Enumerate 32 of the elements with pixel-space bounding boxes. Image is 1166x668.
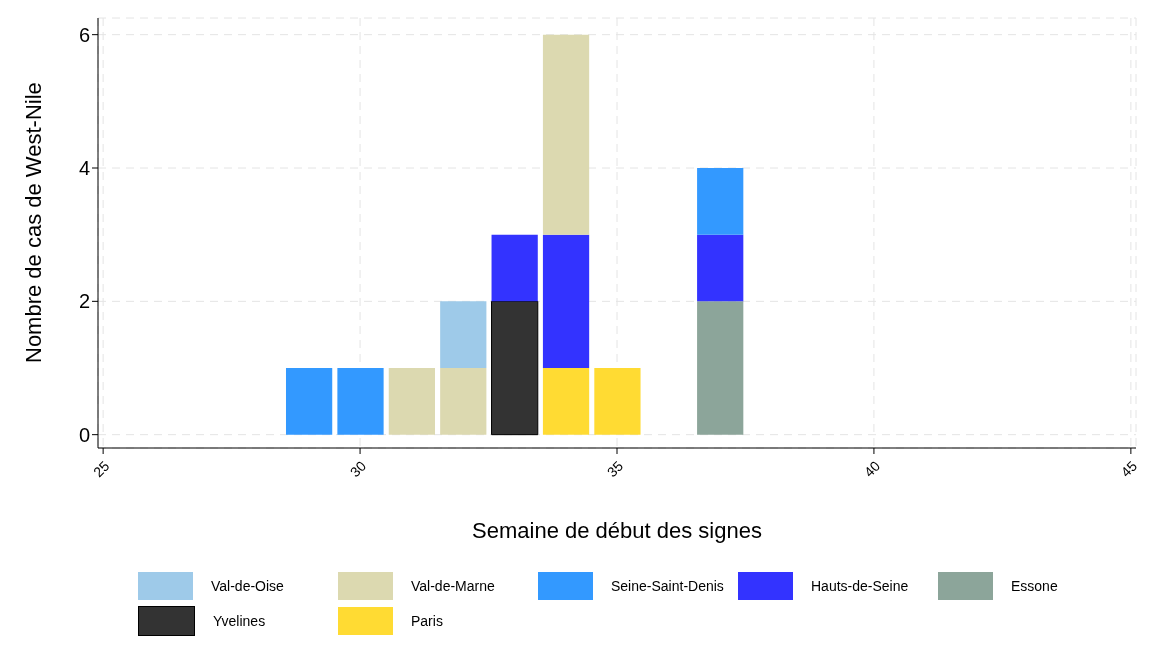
bar <box>697 301 744 435</box>
bar <box>697 168 744 235</box>
x-tick-label: 25 <box>89 457 113 481</box>
y-tick-label: 2 <box>78 290 90 313</box>
y-tick-label: 0 <box>78 423 90 446</box>
bar <box>388 368 436 435</box>
bar <box>491 300 539 436</box>
legend-label: Hauts-de-Seine <box>811 578 909 594</box>
bar <box>285 368 333 435</box>
legend-label: Paris <box>411 613 443 629</box>
bar <box>440 368 487 435</box>
legend-label: Val-de-Marne <box>411 578 495 594</box>
x-axis-title: Semaine de début des signes <box>472 518 762 543</box>
bar <box>542 368 590 435</box>
bar <box>337 368 384 435</box>
bar <box>697 234 744 302</box>
bar <box>594 368 641 435</box>
x-tick-label: 45 <box>1117 457 1141 481</box>
x-tick-label: 30 <box>346 457 370 481</box>
x-tick-label: 40 <box>860 457 884 481</box>
bar <box>440 301 487 368</box>
bar <box>542 34 590 235</box>
legend-label: Seine-Saint-Denis <box>611 578 724 594</box>
y-tick-label: 4 <box>78 157 90 180</box>
legend-label: Essone <box>1011 578 1058 594</box>
legend-label: Val-de-Oise <box>211 578 284 594</box>
legend-label: Yvelines <box>213 613 266 629</box>
y-tick-label: 6 <box>78 23 90 46</box>
bar <box>542 234 590 368</box>
y-axis-title: Nombre de cas de West-Nile <box>20 82 46 363</box>
x-tick-label: 35 <box>603 457 627 481</box>
bar <box>491 234 538 302</box>
